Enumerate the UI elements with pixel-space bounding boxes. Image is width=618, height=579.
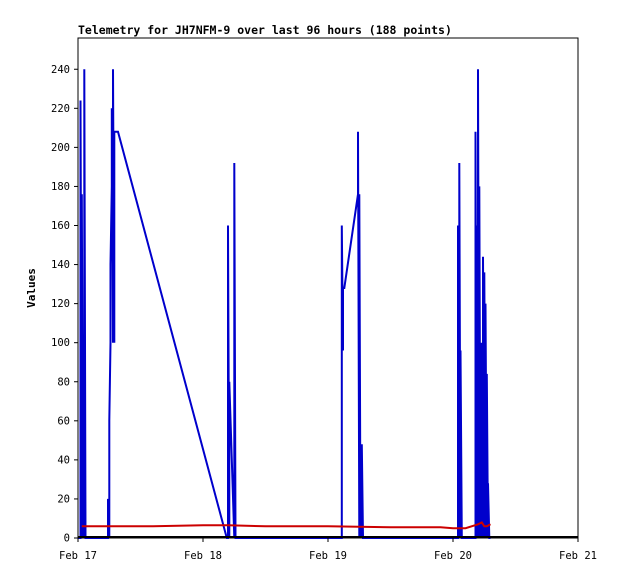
x-tick-label: Feb 17 xyxy=(59,550,97,562)
y-tick-label: 20 xyxy=(57,493,70,505)
series-line-2 xyxy=(81,521,491,530)
y-tick-label: 160 xyxy=(51,220,70,232)
y-tick-label: 80 xyxy=(57,376,70,388)
chart-title: Telemetry for JH7NFM-9 over last 96 hour… xyxy=(78,23,452,37)
x-tick-label: Feb 21 xyxy=(559,550,597,562)
series-line-1 xyxy=(78,69,491,539)
plot-area-frame xyxy=(77,37,579,539)
y-axis: 0 20 40 60 80 100 120 140 160 180 200 220 240 xyxy=(51,64,78,545)
y-tick-label: 140 xyxy=(51,259,70,271)
y-tick-label: 60 xyxy=(57,415,70,427)
x-tick-label: Feb 18 xyxy=(184,550,222,562)
x-tick-label: Feb 19 xyxy=(309,550,347,562)
y-tick-label: 220 xyxy=(51,103,70,115)
y-tick-label: 200 xyxy=(51,142,70,154)
y-tick-label: 240 xyxy=(51,64,70,76)
x-axis: Feb 17 Feb 18 Feb 19 Feb 20 Feb 21 xyxy=(59,538,597,562)
y-tick-label: 120 xyxy=(51,298,70,310)
y-tick-label: 40 xyxy=(57,454,70,466)
series-layer xyxy=(78,69,578,539)
x-tick-label: Feb 20 xyxy=(434,550,472,562)
y-axis-label: Values xyxy=(25,268,38,308)
y-tick-label: 180 xyxy=(51,181,70,193)
y-tick-label: 100 xyxy=(51,337,70,349)
y-tick-label: 0 xyxy=(64,533,70,545)
